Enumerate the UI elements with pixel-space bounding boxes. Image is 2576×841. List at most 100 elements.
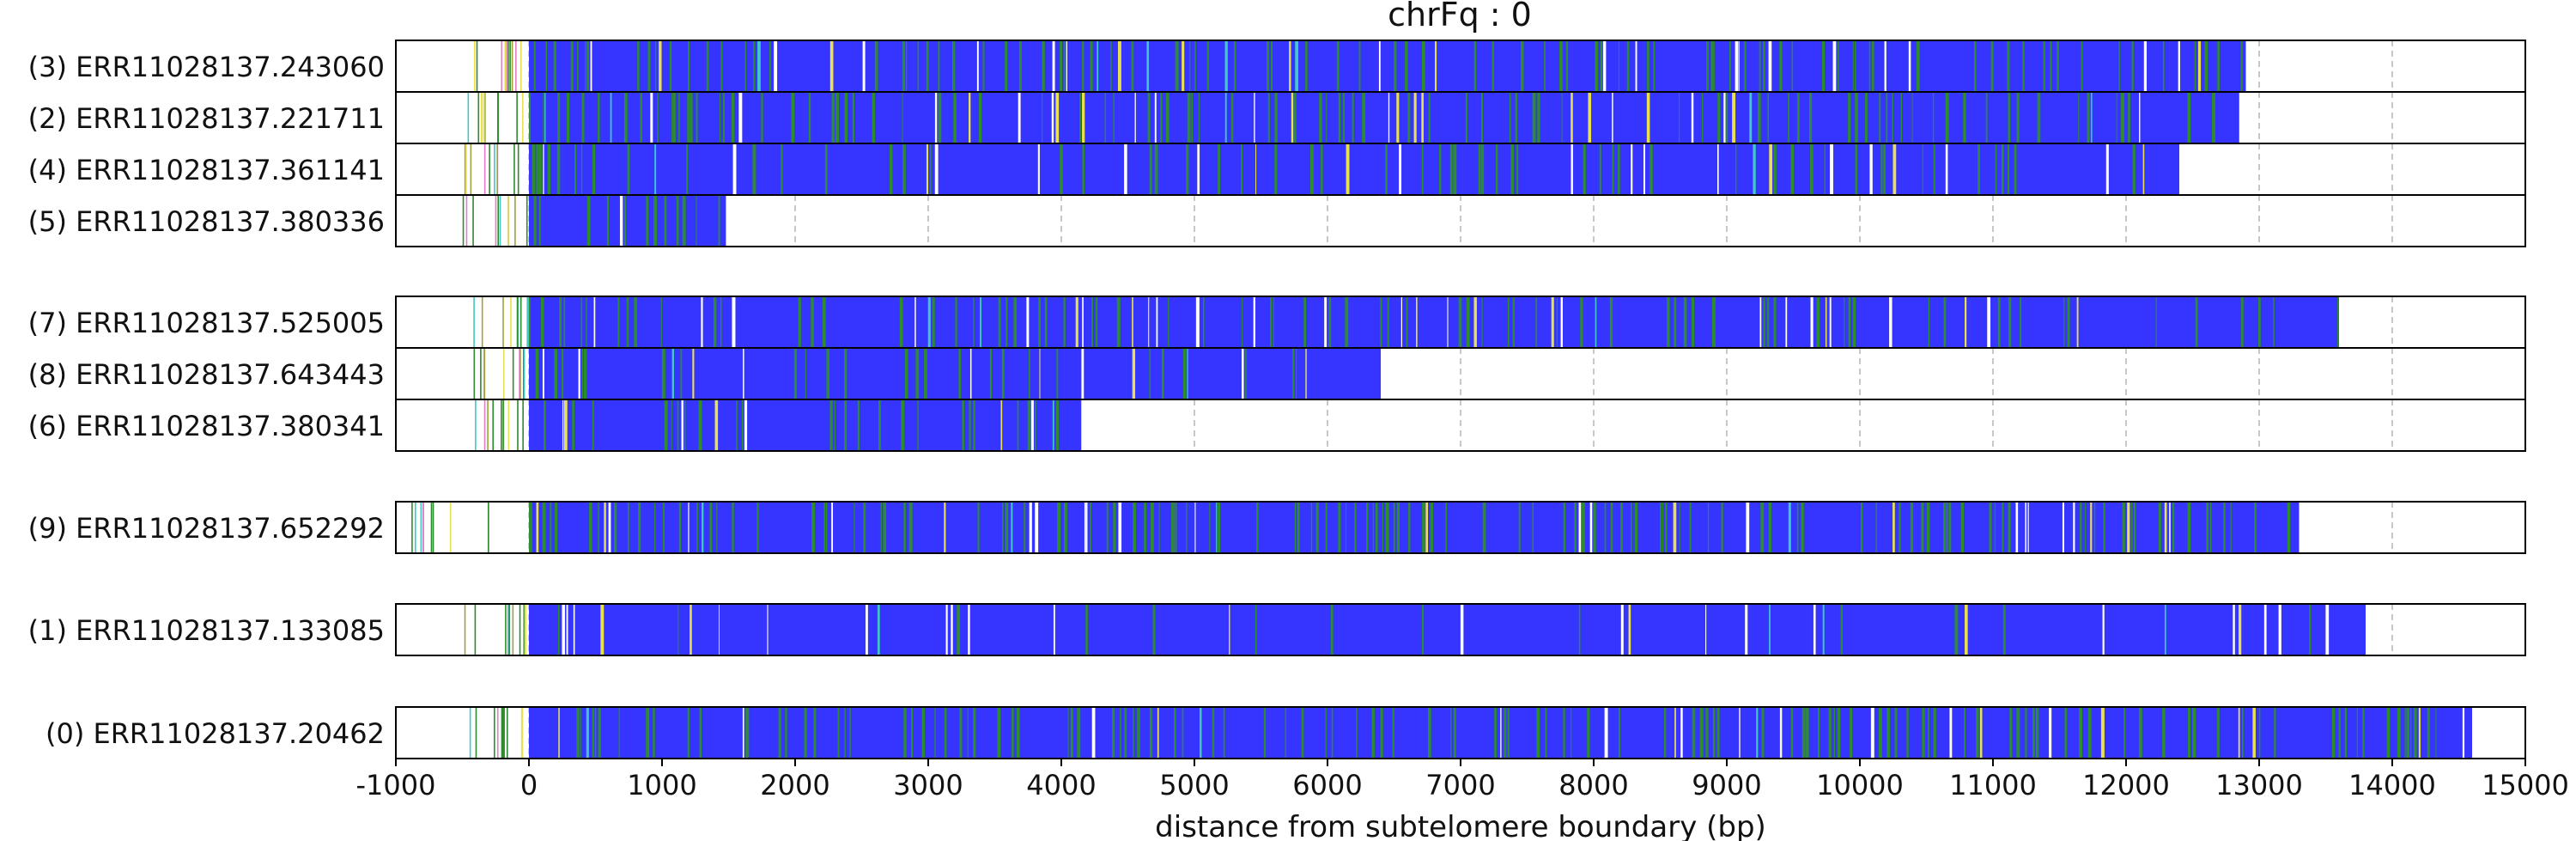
read-stripe [917,399,919,451]
pre-boundary-mark [483,348,486,399]
read-stripe [1945,92,1949,143]
read-stripe [2139,92,2141,143]
read-stripe [1421,143,1424,195]
read-stripe [1702,92,1704,143]
read-stripe [1791,40,1794,92]
read-stripe [606,195,610,247]
read-stripe [1194,40,1196,92]
read-body [529,40,2246,92]
read-stripe [696,92,698,143]
read-stripe [953,92,957,143]
read-stripe [592,143,596,195]
read-stripe [2331,707,2336,759]
read-stripe [1712,707,1716,759]
read-stripe [1674,707,1676,759]
read-stripe [1773,143,1777,195]
read-stripe [628,502,629,553]
read-stripe [1757,92,1761,143]
read-stripe [2122,502,2125,553]
read-stripe [2032,707,2035,759]
pre-boundary-mark [502,399,504,451]
read-stripe [720,40,723,92]
pre-boundary-mark [517,296,519,348]
read-stripe [576,40,579,92]
read-stripe [2049,707,2052,759]
read-stripe [1801,502,1804,553]
pre-boundary-mark [420,502,422,553]
read-stripe [1848,296,1851,348]
read-stripe [1106,502,1109,553]
pre-boundary-mark [462,195,465,247]
read-stripe [1090,502,1091,553]
read-stripe [2067,296,2070,348]
read-stripe [825,502,828,553]
read-stripe [1354,502,1357,553]
read-stripe [1110,40,1112,92]
pre-boundary-mark [470,143,472,195]
read-stripe [714,399,719,451]
read-stripe [1245,348,1247,399]
read-stripe [813,707,817,759]
read-row: (2) ERR11028137.221711 [28,91,2526,144]
read-row: (6) ERR11028137.380341 [28,399,2526,452]
read-stripe [1544,40,1546,92]
pre-boundary-mark [520,40,522,92]
read-stripe [659,40,662,92]
pre-boundary-mark [487,502,489,553]
read-stripe [1559,40,1563,92]
read-stripe [1453,707,1456,759]
read-stripe [829,399,833,451]
read-stripe [653,707,655,759]
read-stripe [1852,40,1854,92]
read-stripe [1581,502,1585,553]
read-stripe [973,399,975,451]
read-stripe [1081,348,1084,399]
read-stripe [1609,296,1613,348]
read-stripe [1079,92,1081,143]
read-stripe [1037,143,1040,195]
read-stripe [682,195,686,247]
read-stripe [1407,92,1411,143]
read-stripe [1994,502,1996,553]
read-stripe [1321,143,1323,195]
read-stripe [899,296,903,348]
read-stripe [681,399,683,451]
read-stripe [1263,707,1267,759]
read-stripe [2240,296,2244,348]
read-stripe [1580,296,1583,348]
read-body [529,399,1082,451]
read-stripe [557,92,561,143]
read-stripe [2187,707,2190,759]
read-stripe [627,143,630,195]
read-stripe [1723,92,1726,143]
read-stripe [671,92,673,143]
pre-boundary-marks [464,143,519,195]
read-stripe [1480,143,1485,195]
read-stripe [1256,502,1259,553]
read-stripe [1305,40,1308,92]
read-stripe [1634,502,1638,553]
read-stripe [857,399,860,451]
read-stripe [2138,707,2142,759]
read-body [529,195,726,247]
read-stripe [1855,143,1858,195]
read-stripe [1082,296,1084,348]
read-stripe [1507,707,1510,759]
read-label: (0) ERR11028137.20462 [46,717,385,750]
read-stripe [1104,92,1106,143]
read-label: (6) ERR11028137.380341 [28,410,385,442]
read-stripe [1711,296,1716,348]
read-stripe [1132,296,1133,348]
read-stripe [653,195,658,247]
read-stripe [2204,40,2208,92]
read-stripe [944,707,947,759]
read-stripe [1926,502,1930,553]
pre-boundary-mark [475,399,477,451]
read-stripe [908,502,913,553]
read-stripe [1869,143,1873,195]
pre-boundary-mark [506,40,507,92]
read-stripe [1626,40,1630,92]
read-stripe [1965,604,1968,655]
read-stripe [1574,502,1577,553]
